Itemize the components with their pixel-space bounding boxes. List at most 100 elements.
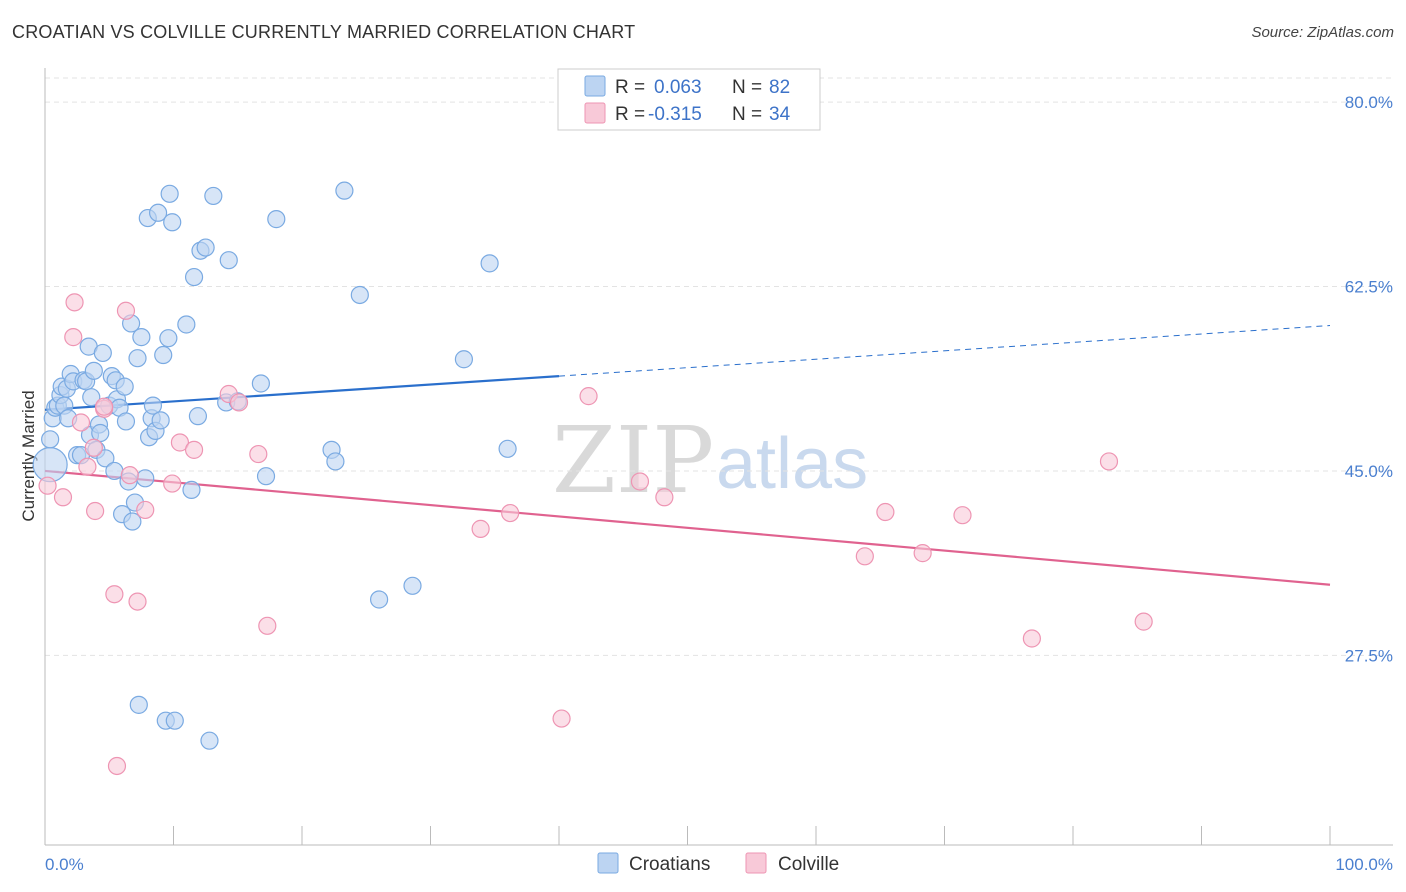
- colville-point: [913, 544, 932, 563]
- croatians-point: [41, 430, 60, 449]
- croatians-point: [93, 343, 112, 363]
- croatians-point: [350, 285, 369, 305]
- legend-n-label-2: N =: [732, 104, 762, 125]
- croatians-point: [151, 411, 170, 430]
- colville-point: [1022, 629, 1041, 648]
- tick-labels: 27.5% 45.0% 62.5% 80.0% 0.0% 100.0%: [45, 93, 1393, 874]
- croatians-point: [128, 349, 147, 368]
- legend-swatch-croatians: [584, 75, 606, 97]
- croatians-point: [177, 315, 196, 334]
- legend-swatch-colville: [584, 102, 606, 124]
- croatians-point: [196, 238, 215, 257]
- croatians-point: [143, 396, 163, 415]
- legend-n-value-2: 34: [769, 104, 791, 125]
- croatians-point: [148, 203, 168, 222]
- croatians-trend-line: [44, 375, 560, 411]
- colville-point: [64, 328, 83, 347]
- watermark-atlas: atlas: [716, 424, 868, 504]
- colville-point: [1099, 452, 1119, 471]
- colville-point: [78, 457, 97, 476]
- croatians-point: [82, 388, 101, 407]
- watermark: ZIP atlas: [552, 407, 868, 514]
- croatians-points: [32, 181, 517, 750]
- colville-point: [855, 547, 874, 566]
- colville-point: [95, 397, 114, 416]
- colville-point: [876, 502, 895, 522]
- croatians-point: [182, 480, 201, 500]
- croatians-point: [188, 407, 208, 426]
- colville-point: [84, 438, 103, 457]
- legend-n-value-1: 82: [769, 77, 790, 98]
- colville-point: [1134, 612, 1153, 631]
- colville-point: [38, 476, 57, 495]
- croatians-point: [116, 412, 136, 431]
- legend-r-value-1: 0.063: [654, 77, 702, 98]
- x-tick-label-0: 0.0%: [45, 855, 84, 874]
- croatians-point: [129, 695, 148, 714]
- croatians-point: [159, 329, 178, 348]
- colville-point: [258, 616, 277, 635]
- croatians-point: [123, 512, 142, 531]
- croatians-point: [267, 210, 286, 229]
- gridlines: [45, 77, 1393, 656]
- colville-trend-line: [44, 469, 1331, 586]
- colville-point: [128, 592, 147, 611]
- colville-points: [38, 293, 1153, 776]
- colville-point: [501, 503, 520, 523]
- croatians-point: [132, 328, 151, 347]
- colville-point: [120, 466, 139, 485]
- croatians-trend-line-extension: [558, 325, 1331, 377]
- croatians-point: [154, 345, 173, 365]
- colville-point: [71, 413, 91, 432]
- bottom-legend-colville: Colville: [778, 854, 839, 875]
- y-tick-label-0: 27.5%: [1345, 646, 1393, 665]
- colville-point: [163, 474, 182, 493]
- croatians-point: [84, 361, 103, 380]
- croatians-point: [163, 213, 182, 232]
- croatians-point: [32, 447, 68, 483]
- croatians-point: [219, 251, 238, 270]
- legend-r-value-2: -0.315: [648, 104, 702, 125]
- colville-point: [116, 301, 136, 320]
- colville-point: [53, 488, 73, 507]
- croatians-point: [105, 461, 124, 481]
- croatians-point: [204, 186, 223, 206]
- croatians-point: [403, 576, 422, 595]
- colville-point: [471, 519, 490, 538]
- watermark-zip: ZIP: [552, 407, 714, 514]
- croatians-point: [96, 449, 115, 468]
- colville-point: [953, 506, 972, 525]
- legend: R = 0.063 N = 82 R = -0.315 N = 34: [557, 68, 821, 131]
- x-tick-label-1: 100.0%: [1335, 855, 1393, 874]
- croatians-point: [184, 267, 204, 287]
- croatians-point: [335, 181, 354, 200]
- bottom-legend-swatch-colville: [745, 852, 767, 874]
- croatians-point: [256, 467, 276, 486]
- colville-point: [105, 585, 124, 604]
- y-axis-label: Currently Married: [19, 390, 38, 521]
- chart-title: CROATIAN VS COLVILLE CURRENTLY MARRIED C…: [12, 22, 636, 42]
- bottom-legend-croatians: Croatians: [629, 854, 710, 875]
- legend-r-label-2: R =: [615, 104, 645, 125]
- colville-point: [107, 756, 127, 776]
- croatians-point: [165, 711, 184, 730]
- croatians-point: [200, 731, 219, 750]
- colville-point: [184, 440, 204, 459]
- colville-point: [229, 393, 249, 412]
- croatians-point: [136, 469, 155, 488]
- croatians-point: [326, 452, 345, 471]
- colville-point: [655, 488, 674, 507]
- colville-point: [136, 500, 155, 520]
- colville-point: [552, 709, 571, 728]
- legend-r-label-1: R =: [615, 77, 645, 98]
- colville-point: [579, 387, 598, 406]
- colville-point: [630, 472, 650, 491]
- colville-point: [86, 501, 105, 521]
- legend-n-label-1: N =: [732, 77, 762, 98]
- bottom-legend-swatch-croatians: [597, 852, 619, 874]
- y-tick-label-2: 62.5%: [1345, 278, 1393, 297]
- trend-lines: [44, 325, 1331, 586]
- source-label: Source: ZipAtlas.com: [1251, 24, 1394, 41]
- croatians-point: [160, 184, 179, 203]
